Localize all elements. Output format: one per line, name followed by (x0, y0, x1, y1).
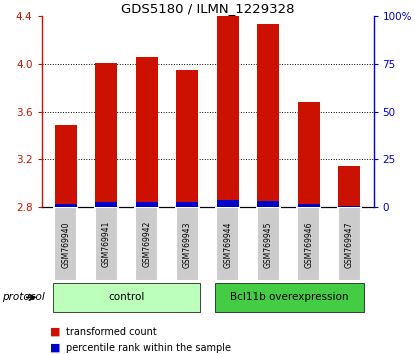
Text: GSM769946: GSM769946 (304, 221, 313, 268)
Bar (95, 207, 118, 281)
Text: GSM769941: GSM769941 (102, 221, 111, 268)
Bar (53, 283, 200, 312)
Bar (176, 207, 199, 281)
Text: GSM769940: GSM769940 (61, 221, 70, 268)
Bar (217, 16, 239, 207)
Bar (217, 200, 239, 207)
Bar (216, 207, 239, 281)
Bar (95, 63, 117, 207)
Title: GDS5180 / ILMN_1229328: GDS5180 / ILMN_1229328 (121, 2, 294, 15)
Text: GSM769943: GSM769943 (183, 221, 192, 268)
Bar (95, 202, 117, 207)
Text: Bcl11b overexpression: Bcl11b overexpression (230, 292, 348, 302)
Bar (338, 206, 360, 207)
Bar (55, 204, 77, 207)
Bar (176, 70, 198, 207)
Bar (215, 283, 364, 312)
Bar (338, 166, 360, 207)
Bar (338, 207, 361, 281)
Bar (136, 202, 158, 207)
Bar (135, 207, 158, 281)
Bar (136, 57, 158, 207)
Text: percentile rank within the sample: percentile rank within the sample (66, 343, 232, 353)
Bar (54, 207, 77, 281)
Bar (257, 201, 279, 207)
Text: control: control (108, 292, 145, 302)
Bar (298, 204, 320, 207)
Text: protocol: protocol (2, 292, 45, 302)
Bar (297, 207, 320, 281)
Text: transformed count: transformed count (66, 327, 157, 337)
Text: ■: ■ (50, 343, 60, 353)
Bar (298, 102, 320, 207)
Bar (257, 24, 279, 207)
Text: GSM769942: GSM769942 (142, 221, 151, 268)
Bar (55, 125, 77, 207)
Text: ■: ■ (50, 327, 60, 337)
Text: GSM769944: GSM769944 (223, 221, 232, 268)
Text: GSM769945: GSM769945 (264, 221, 273, 268)
Text: GSM769947: GSM769947 (345, 221, 354, 268)
Bar (176, 202, 198, 207)
Bar (257, 207, 280, 281)
